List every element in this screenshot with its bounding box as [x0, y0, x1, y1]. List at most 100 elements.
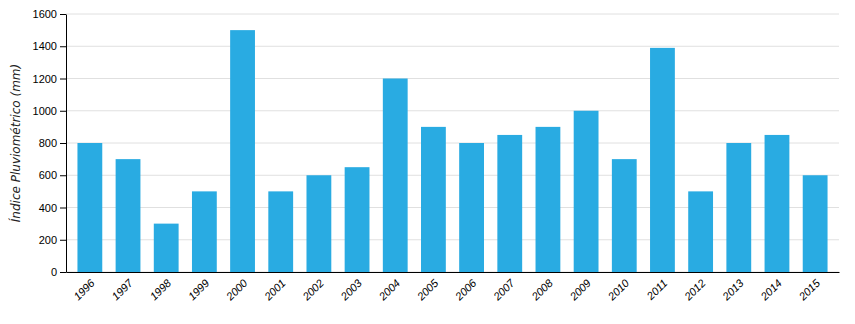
bar	[459, 143, 484, 272]
x-tick: 2007	[490, 276, 517, 303]
bar	[650, 48, 675, 272]
y-tick-mark	[60, 272, 66, 273]
x-tick: 2004	[376, 277, 403, 304]
x-tick: 2009	[567, 277, 594, 304]
x-tick-label: 2002	[299, 277, 326, 304]
grid-line	[66, 14, 839, 15]
y-tick-mark	[60, 46, 66, 47]
bar	[688, 191, 713, 272]
x-tick-label: 2004	[376, 277, 403, 304]
x-tick: 2014	[757, 277, 784, 304]
x-tick: 1996	[71, 276, 97, 302]
chart-container: 1996199719981999200020012002200320042005…	[0, 0, 855, 324]
x-tick-label: 2015	[796, 276, 823, 303]
y-tick-label: 1600	[33, 8, 57, 20]
bar	[230, 30, 255, 272]
x-tick: 2006	[452, 276, 479, 303]
y-tick-label: 200	[39, 234, 57, 246]
bar	[192, 191, 217, 272]
x-tick-label: 1996	[71, 276, 97, 302]
bar	[726, 143, 751, 272]
y-tick: 200	[39, 234, 66, 246]
grid-line	[66, 207, 839, 208]
x-tick-label: 2008	[528, 276, 555, 303]
bar	[421, 127, 446, 272]
x-tick: 1998	[147, 276, 173, 302]
x-tick: 2005	[414, 276, 441, 303]
grid-line	[66, 239, 839, 240]
x-tick-label: 2014	[757, 277, 784, 304]
x-tick: 2012	[681, 277, 708, 304]
y-axis: 0 200 400 600 800 1000 1200 1400 1600	[33, 8, 67, 278]
x-axis-line	[67, 272, 840, 273]
x-tick-label: 2003	[338, 276, 365, 303]
x-tick: 2008	[528, 276, 555, 303]
x-tick-label: 2011	[644, 277, 670, 303]
x-tick-label: 2013	[719, 276, 746, 303]
bar	[497, 135, 522, 272]
x-tick: 2000	[223, 276, 250, 303]
x-tick-label: 2012	[681, 277, 708, 304]
x-tick-label: 2009	[567, 277, 594, 304]
y-tick-label: 600	[39, 169, 57, 181]
grid-line	[66, 175, 839, 176]
grid-line	[66, 272, 839, 273]
grid-line	[66, 78, 839, 79]
y-tick-mark	[60, 175, 66, 176]
y-tick: 1600	[33, 8, 66, 20]
y-tick-label: 0	[51, 266, 57, 278]
y-tick-label: 1200	[33, 73, 57, 85]
x-tick-label: 1997	[109, 276, 135, 302]
y-tick-mark	[60, 143, 66, 144]
x-tick-label: 2007	[490, 276, 517, 303]
bar	[116, 159, 141, 272]
x-tick: 2013	[719, 276, 746, 303]
bar	[77, 143, 102, 272]
x-tick: 2010	[605, 276, 632, 303]
y-tick-label: 400	[39, 202, 57, 214]
y-tick-mark	[60, 79, 66, 80]
bar	[268, 191, 293, 272]
x-tick-label: 1998	[147, 276, 173, 302]
y-tick: 1000	[33, 105, 66, 117]
y-tick-mark	[60, 111, 66, 112]
bar	[574, 111, 599, 272]
bar	[803, 175, 828, 272]
grid-line	[66, 143, 839, 144]
bars	[77, 30, 827, 272]
x-tick-label: 2001	[261, 277, 288, 304]
y-tick: 0	[51, 266, 66, 278]
y-tick-mark	[60, 208, 66, 209]
x-tick-label: 2010	[605, 276, 632, 303]
grid-line	[66, 46, 839, 47]
bar	[536, 127, 561, 272]
x-tick: 2002	[299, 277, 326, 304]
x-tick: 2003	[338, 276, 365, 303]
bar	[612, 159, 637, 272]
x-tick: 2011	[644, 277, 670, 303]
bar	[383, 79, 408, 273]
bar	[345, 167, 370, 272]
bar	[765, 135, 790, 272]
y-tick: 1200	[33, 73, 66, 85]
grid	[66, 14, 839, 272]
x-tick-label: 2000	[223, 276, 250, 303]
x-tick-label: 1999	[186, 277, 212, 303]
x-tick: 2001	[261, 277, 288, 304]
y-tick-mark	[60, 240, 66, 241]
chart-svg: 1996199719981999200020012002200320042005…	[0, 0, 855, 324]
x-axis: 1996 1997 1998 1999 2000 2001 2002 2003 2004 2005…	[67, 273, 840, 304]
plot-area: 1996199719981999200020012002200320042005…	[33, 8, 840, 303]
x-tick-label: 2006	[452, 276, 479, 303]
y-axis-line	[66, 15, 67, 273]
y-tick-label: 800	[39, 137, 57, 149]
y-tick-label: 1400	[33, 40, 57, 52]
y-tick: 600	[39, 169, 66, 181]
y-axis-title: Índice Pluviométrico (mm)	[8, 64, 23, 222]
x-tick: 2015	[796, 276, 823, 303]
y-tick-mark	[60, 14, 66, 15]
x-tick-label: 2005	[414, 276, 441, 303]
bar	[306, 175, 331, 272]
y-tick: 1400	[33, 40, 66, 52]
y-tick: 400	[39, 202, 66, 214]
